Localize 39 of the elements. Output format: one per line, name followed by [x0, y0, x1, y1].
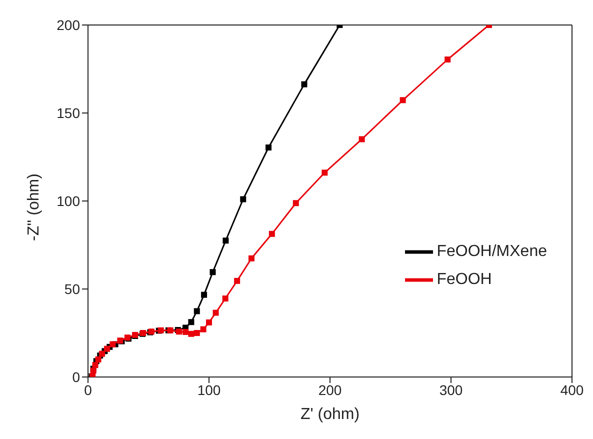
legend-label: FeOOH/MXene [436, 243, 547, 260]
x-axis-title: Z' (ohm) [300, 406, 360, 423]
point [194, 330, 200, 336]
point [358, 136, 365, 142]
point [248, 255, 254, 262]
legend-label: FeOOH [436, 271, 492, 288]
y-tick-label: 0 [72, 368, 80, 385]
point [110, 341, 116, 348]
point [222, 238, 229, 244]
point [301, 81, 308, 88]
point [201, 292, 208, 298]
y-tick-label: 100 [56, 192, 80, 209]
point [400, 97, 406, 104]
point [200, 326, 206, 332]
y-tick-label: 200 [56, 16, 80, 33]
point [240, 196, 246, 202]
point [188, 319, 194, 326]
point [444, 56, 451, 62]
y-axis-title: -Z'' (ohm) [26, 174, 43, 241]
point [182, 328, 189, 335]
y-tick-label: 50 [64, 280, 80, 297]
point [194, 308, 200, 314]
x-tick-label: 300 [439, 382, 463, 398]
point [292, 200, 299, 206]
point [104, 346, 110, 352]
y-tick-label: 150 [56, 104, 80, 121]
point [210, 269, 216, 276]
point [206, 319, 212, 326]
point [322, 170, 328, 176]
x-tick-label: 400 [560, 382, 584, 398]
x-tick-label: 200 [318, 382, 342, 398]
x-tick-label: 0 [84, 382, 92, 398]
point [212, 310, 219, 316]
point [266, 144, 272, 150]
point [268, 230, 275, 237]
x-tick-label: 100 [197, 382, 221, 398]
point [92, 362, 98, 368]
point [234, 278, 240, 284]
point [222, 296, 228, 302]
